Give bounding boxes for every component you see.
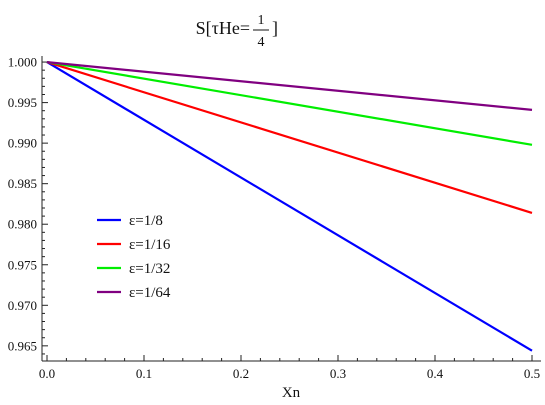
chart-title: S[τHe= 1 4 ] — [196, 13, 278, 50]
y-axis-ticks: 0.965 0.970 0.975 0.980 0.985 0.990 0.995 1.000 — [8, 55, 48, 355]
chart-title-numerator: 1 — [258, 13, 265, 28]
y-tick-label: 0.975 — [8, 257, 37, 272]
series-line--1-64 — [46, 61, 533, 111]
chart-title-suffix: ] — [272, 18, 278, 38]
y-tick-label: 0.970 — [8, 298, 37, 313]
x-axis-ticks: 0.0 0.1 0.2 0.3 0.4 0.5 — [39, 355, 540, 381]
x-tick-label: 0.5 — [524, 366, 540, 381]
x-tick-label: 0.4 — [427, 366, 444, 381]
series-lines — [46, 61, 533, 352]
y-tick-label: 0.985 — [8, 176, 37, 191]
x-axis-label: Xn — [282, 385, 301, 401]
y-tick-label: 0.995 — [8, 95, 37, 110]
y-tick-label: 0.980 — [8, 217, 37, 232]
legend-label: ε=1/16 — [129, 237, 171, 253]
series-line--1-32 — [46, 61, 533, 146]
series-line--1-16 — [46, 61, 533, 214]
y-tick-label: 1.000 — [8, 55, 37, 70]
x-tick-label: 0.3 — [330, 366, 346, 381]
chart-title-denominator: 4 — [258, 35, 265, 50]
series-line--1-8 — [46, 61, 533, 352]
y-tick-label: 0.990 — [8, 136, 37, 151]
legend: ε=1/8 ε=1/16 ε=1/32 ε=1/64 — [97, 213, 171, 301]
legend-label: ε=1/64 — [129, 285, 171, 301]
x-tick-label: 0.1 — [136, 366, 152, 381]
x-tick-label: 0.0 — [39, 366, 55, 381]
x-tick-label: 0.2 — [233, 366, 249, 381]
chart-title-prefix: S[τHe= — [196, 18, 250, 38]
legend-label: ε=1/32 — [129, 261, 170, 277]
y-tick-label: 0.965 — [8, 338, 37, 353]
legend-label: ε=1/8 — [129, 213, 163, 229]
